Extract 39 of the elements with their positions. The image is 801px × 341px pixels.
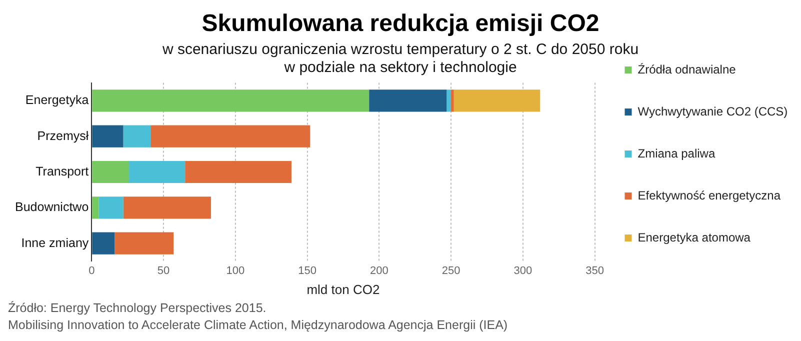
legend-label: Źródła odnawialne [638, 62, 736, 76]
bar [185, 160, 292, 184]
x-tick-label: 350 [586, 264, 604, 277]
x-tick-label: 150 [298, 264, 316, 277]
bar [369, 90, 447, 112]
bar [92, 90, 370, 112]
legend-label: Wychwytywanie CO2 (CCS) [638, 104, 788, 118]
y-tick-label: Transport [36, 164, 90, 178]
x-axis-title: mld ton CO2 [306, 282, 380, 297]
bar [129, 160, 186, 184]
x-tick-label: 50 [157, 264, 170, 277]
y-tick-label: Energetyka [25, 93, 89, 108]
bar [123, 196, 211, 219]
text: Źródło: Energy Technology Perspectives 2015. [8, 300, 268, 317]
x-tick-label: 200 [370, 264, 388, 277]
bar [114, 232, 174, 254]
chart-subtitle: w scenariuszu ograniczenia wzrostu temperatury o 2 st. C do 2050 roku w podziale na sektory i technologie [161, 40, 639, 76]
y-tick-label: Budownictwo [14, 200, 89, 214]
bar [92, 125, 124, 148]
text: Mobilising Innovation to Accelerate Climate Action, Międzynarodowa Agencja Energii (IEA) [8, 317, 509, 334]
legend-label: Energetyka atomowa [638, 230, 751, 244]
x-tick-label: 100 [226, 264, 245, 277]
x-tick-label: 250 [442, 264, 460, 277]
bar [92, 160, 130, 184]
bar [123, 125, 151, 148]
bar [446, 90, 452, 112]
bar [92, 232, 115, 254]
y-tick-label: Inne zmiany [21, 236, 90, 250]
y-tick-label: Przemysł [37, 128, 89, 143]
bar [92, 196, 99, 219]
bar [451, 90, 454, 112]
bar [454, 90, 540, 112]
chart-title: Skumulowana redukcja emisji CO2 [202, 10, 600, 38]
bar [150, 125, 310, 148]
bar [98, 196, 124, 219]
x-tick-label: 300 [514, 264, 532, 277]
legend-label: Efektywność energetyczna [638, 188, 781, 202]
legend-label: Zmiana paliwa [638, 146, 716, 160]
x-tick-label: 0 [88, 264, 95, 277]
